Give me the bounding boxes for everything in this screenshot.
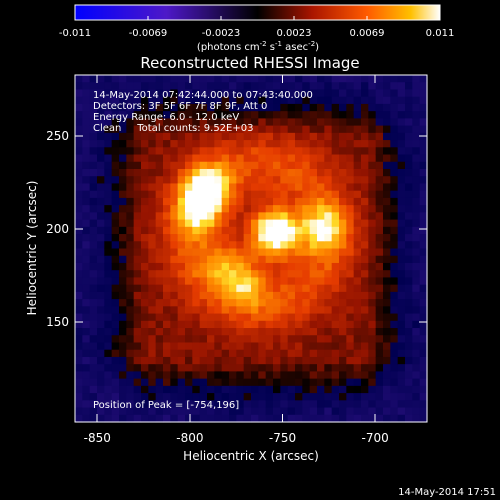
colorbar-tick-labels: -0.011 -0.0069 -0.0023 0.0023 0.0069 0.011 xyxy=(59,28,454,39)
colorbar-tick-label: -0.0023 xyxy=(202,28,241,39)
colorbar-tick-label: 0.0069 xyxy=(350,28,385,39)
x-axis-label: Heliocentric X (arcsec) xyxy=(183,449,319,463)
colorbar-tick-label: -0.011 xyxy=(59,28,91,39)
info-counts: Clean Total counts: 9.52E+03 xyxy=(93,123,253,134)
colorbar xyxy=(75,5,440,20)
y-tick-label: 200 xyxy=(46,222,69,236)
y-tick-label: 250 xyxy=(46,129,69,143)
info-time-range: 14-May-2014 07:42:44.000 to 07:43:40.000 xyxy=(93,90,313,101)
x-tick-label: -700 xyxy=(362,431,389,445)
x-tick-label: -800 xyxy=(176,431,203,445)
y-axis-label: Heliocentric Y (arcsec) xyxy=(25,181,39,316)
x-tick-label: -750 xyxy=(269,431,296,445)
peak-position-label: Position of Peak = [-754,196] xyxy=(93,400,239,411)
colorbar-ticks xyxy=(74,16,441,20)
chart-title: Reconstructed RHESSI Image xyxy=(140,54,359,72)
colorbar-unit: (photons cm-2 s-1 asec-2) xyxy=(197,40,319,53)
y-axis-ticks xyxy=(75,135,427,323)
x-axis-ticks xyxy=(96,75,376,422)
x-tick-label: -850 xyxy=(84,431,111,445)
plot-frame xyxy=(74,74,428,423)
heatmap-image xyxy=(75,75,428,423)
y-tick-label: 150 xyxy=(46,315,69,329)
colorbar-tick-label: 0.0023 xyxy=(277,28,312,39)
y-axis-tick-labels: 150 200 250 xyxy=(46,129,69,329)
info-detectors: Detectors: 3F 5F 6F 7F 8F 9F, Att 0 xyxy=(93,101,267,112)
timestamp: 14-May-2014 17:51 xyxy=(398,487,496,498)
info-energy-range: Energy Range: 6.0 - 12.0 keV xyxy=(93,112,239,123)
x-axis-tick-labels: -850 -800 -750 -700 xyxy=(84,431,389,445)
colorbar-tick-label: -0.0069 xyxy=(129,28,168,39)
colorbar-frame xyxy=(74,4,441,21)
colorbar-tick-label: 0.011 xyxy=(426,28,455,39)
